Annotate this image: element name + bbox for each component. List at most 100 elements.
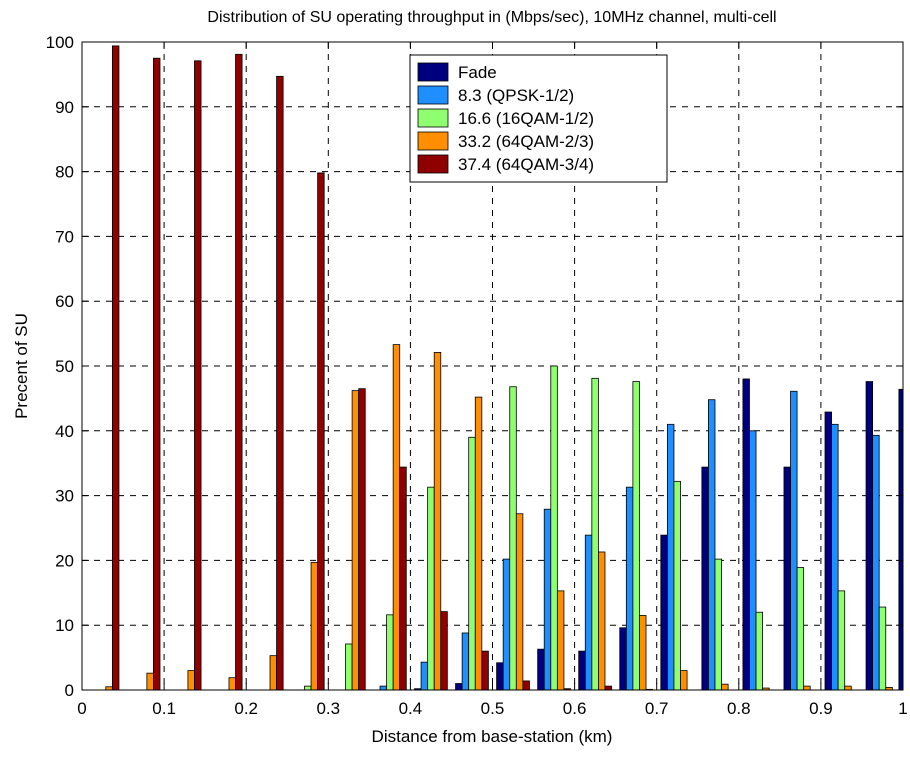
- bar: [578, 650, 586, 691]
- x-tick-label: 0.1: [152, 699, 176, 718]
- bar: [420, 661, 429, 691]
- bar: [310, 561, 319, 691]
- bar: [783, 466, 791, 691]
- y-tick-label: 80: [55, 163, 74, 182]
- x-tick-label: 0.2: [234, 699, 258, 718]
- bar: [146, 672, 154, 691]
- bar: [619, 627, 627, 691]
- bar: [187, 670, 195, 691]
- legend-box: [409, 54, 668, 183]
- bar: [427, 486, 435, 691]
- y-tick-label: 30: [55, 487, 74, 506]
- y-axis-label: Precent of SU: [12, 313, 31, 419]
- bar: [433, 351, 442, 691]
- x-tick-label: 0.6: [563, 699, 587, 718]
- legend-label: Fade: [458, 63, 497, 82]
- bar: [111, 45, 120, 691]
- bar: [639, 615, 647, 691]
- y-tick-label: 50: [55, 357, 74, 376]
- bar: [708, 399, 716, 691]
- bar: [269, 655, 277, 691]
- bar: [235, 53, 243, 691]
- legend-swatch: [417, 108, 449, 128]
- bar: [714, 558, 722, 691]
- bar: [680, 670, 688, 691]
- y-tick-label: 20: [55, 551, 74, 570]
- legend: Fade 8.3 (QPSK-1/2) 16.6 (16QAM-1/2) 33.2 (…: [409, 54, 668, 183]
- bar: [228, 677, 236, 691]
- bar: [742, 378, 750, 691]
- bar: [755, 611, 764, 691]
- bar: [153, 57, 161, 691]
- bar: [878, 606, 887, 691]
- bar: [749, 430, 757, 691]
- bar: [872, 434, 880, 691]
- bar: [440, 611, 448, 691]
- legend-label: 37.4 (64QAM-3/4): [458, 155, 594, 174]
- legend-label: 8.3 (QPSK-1/2): [458, 86, 574, 105]
- x-tick-label: 0.5: [481, 699, 505, 718]
- bar: [625, 486, 634, 691]
- y-tick-label: 90: [55, 98, 74, 117]
- bar: [865, 381, 874, 691]
- bar: [660, 534, 668, 691]
- bar: [556, 590, 565, 691]
- bar: [824, 411, 832, 691]
- legend-swatch: [417, 154, 449, 174]
- bar: [515, 513, 524, 691]
- y-tick-label: 40: [55, 422, 74, 441]
- x-tick-label: 1: [898, 699, 907, 718]
- bar: [831, 423, 839, 691]
- x-tick-label: 0.9: [809, 699, 833, 718]
- x-tick-label: 0.4: [399, 699, 423, 718]
- bar: [304, 685, 312, 691]
- y-tick-label: 70: [55, 227, 74, 246]
- legend-label: 33.2 (64QAM-2/3): [458, 132, 594, 151]
- x-tick-label: 0.3: [316, 699, 340, 718]
- axis-ticks: 0 0.1 0.2 0.3 0.4 0.5 0.6 0.7 0.8 0.9 101020304050…: [46, 33, 908, 718]
- bar: [455, 683, 463, 691]
- legend-swatch: [417, 131, 449, 151]
- bar: [803, 685, 811, 691]
- bar: [276, 75, 284, 691]
- bar: [461, 632, 470, 691]
- bar: [502, 558, 511, 691]
- bar: [584, 534, 593, 691]
- bar: [796, 567, 805, 691]
- bar: [351, 390, 360, 691]
- bar: [496, 662, 504, 691]
- bar: [522, 680, 530, 691]
- bar: [194, 60, 202, 691]
- bar: [386, 614, 394, 691]
- bar: [392, 344, 401, 691]
- bar: [898, 388, 904, 691]
- bar: [468, 436, 476, 691]
- bar: [701, 466, 709, 691]
- y-tick-label: 60: [55, 292, 74, 311]
- bar: [509, 386, 517, 691]
- bar: [844, 685, 852, 691]
- x-axis-label: Distance from base-station (km): [372, 727, 613, 746]
- y-tick-label: 0: [65, 681, 74, 700]
- chart-title: Distribution of SU operating throughput …: [207, 9, 776, 26]
- bar: [345, 643, 353, 691]
- legend-swatch: [417, 62, 449, 82]
- y-tick-label: 100: [46, 33, 74, 52]
- x-tick-label: 0.8: [727, 699, 751, 718]
- bar: [591, 377, 599, 691]
- bar: [543, 508, 552, 691]
- bar: [598, 551, 606, 691]
- bar: [317, 172, 325, 691]
- x-tick-label: 0: [77, 699, 86, 718]
- bar: [632, 381, 640, 691]
- bar: [790, 390, 798, 691]
- y-tick-label: 10: [55, 616, 74, 635]
- bar: [604, 685, 612, 691]
- bar: [666, 423, 675, 691]
- bar: [550, 365, 558, 691]
- bar: [721, 683, 729, 691]
- bar: [481, 650, 489, 691]
- bar: [399, 466, 407, 691]
